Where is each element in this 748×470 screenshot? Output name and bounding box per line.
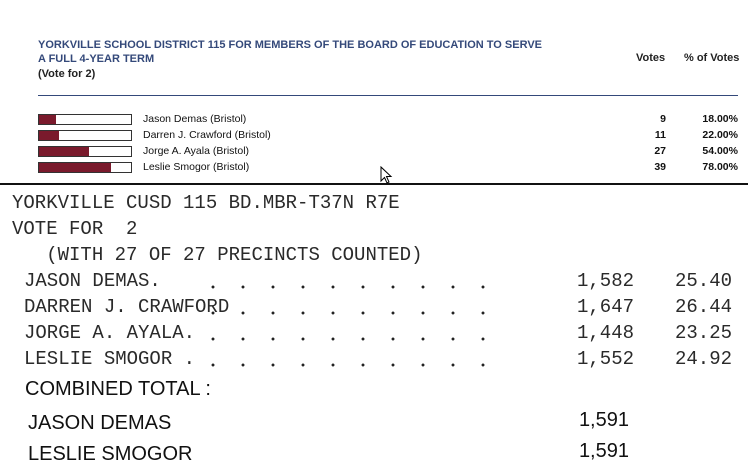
leader-dots [198,337,498,341]
combined-label: COMBINED TOTAL : [25,378,211,400]
printout-percent: 26.44 [674,296,732,318]
percent: 54.00% [702,145,738,157]
combined-votes: 1,591 [578,409,629,431]
bar-track [38,114,132,125]
combined-name: JASON DEMAS [28,412,172,434]
candidate-name: Leslie Smogor (Bristol) [143,161,250,173]
printout-percent: 23.25 [674,322,732,344]
printout-percent: 25.40 [674,270,732,292]
percent: 22.00% [702,129,738,141]
votes-header: Votes [636,52,666,64]
bar-track [38,146,132,157]
divider [38,95,738,96]
divider [0,183,748,185]
combined-name: LESLIE SMOGOR [28,443,193,465]
leader-dots [198,285,498,289]
votes: 11 [654,129,666,141]
votes: 9 [660,113,666,125]
printout-votes: 1,448 [576,322,634,344]
votes: 39 [654,161,666,173]
candidate-name: Jason Demas (Bristol) [143,113,247,125]
bar [39,131,60,140]
printout-line: YORKVILLE CUSD 115 BD.MBR-T37N R7E [12,192,400,214]
percent: 78.00% [702,161,738,173]
percent: 18.00% [702,113,738,125]
race-title: A FULL 4-YEAR TERM [38,53,155,65]
bar-track [38,130,132,141]
bar [39,115,56,124]
printout-votes: 1,582 [576,270,634,292]
bar [39,147,89,156]
printout-line: (WITH 27 OF 27 PRECINCTS COUNTED) [12,244,423,266]
cursor [380,166,393,184]
printout-name: LESLIE SMOGOR . [24,348,196,370]
bar-track [38,162,132,173]
printout-votes: 1,552 [576,348,634,370]
candidate-name: Darren J. Crawford (Bristol) [143,129,271,141]
printout-name: JASON DEMAS. [24,270,161,292]
combined-votes: 1,591 [578,440,629,462]
bar [39,163,111,172]
printout-line: VOTE FOR 2 [12,218,138,240]
vote-for: (Vote for 2) [38,68,96,80]
leader-dots [198,311,498,315]
votes: 27 [654,145,666,157]
candidate-name: Jorge A. Ayala (Bristol) [143,145,250,157]
leader-dots [198,363,498,367]
printout-name: JORGE A. AYALA. [24,322,196,344]
percent-header: % of Votes [684,52,740,64]
printout-votes: 1,647 [576,296,634,318]
printout-percent: 24.92 [674,348,732,370]
race-title: YORKVILLE SCHOOL DISTRICT 115 FOR MEMBER… [38,39,543,51]
